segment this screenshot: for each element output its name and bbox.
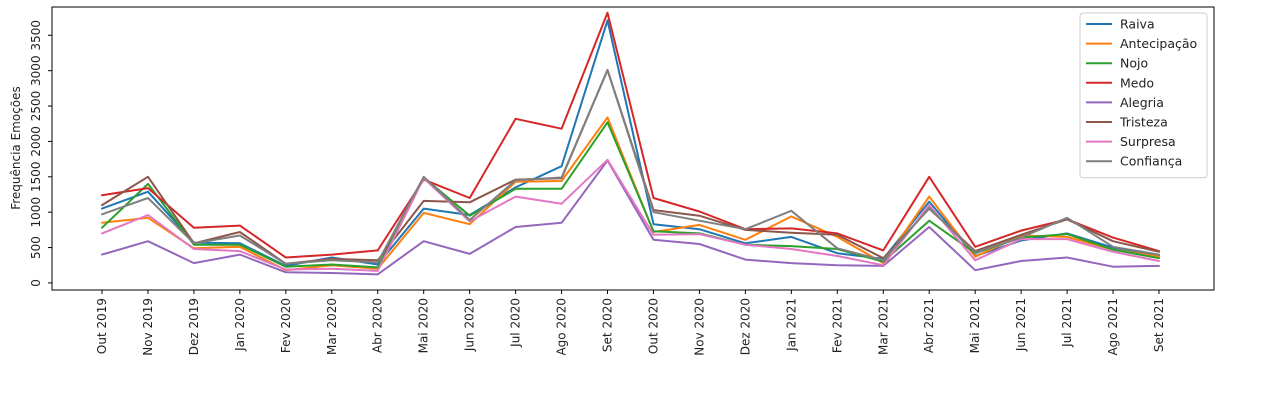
y-tick-label: 3000 — [29, 55, 43, 86]
y-tick-label: 3500 — [29, 20, 43, 51]
x-tick-label: Set 2020 — [601, 298, 615, 352]
plot-frame — [51, 6, 1215, 291]
x-tick-label: Ago 2020 — [555, 298, 569, 356]
x-tick-label: Nov 2019 — [141, 298, 155, 356]
x-tick-label: Ago 2021 — [1106, 298, 1120, 356]
legend-entry: Confiança — [1120, 154, 1182, 169]
x-tick-label: Dez 2020 — [738, 298, 752, 355]
series-line-3 — [101, 11, 1160, 259]
x-tick-label: Jan 2021 — [784, 298, 798, 352]
x-tick-label: Mar 2021 — [876, 298, 890, 355]
x-tick-label: Jul 2021 — [1060, 298, 1074, 348]
y-tick-label: 1500 — [29, 162, 43, 193]
x-tick-label: Dez 2019 — [187, 298, 201, 355]
series-line-4 — [101, 159, 1160, 276]
y-axis-label: Frequência Emoções — [9, 86, 23, 210]
x-tick-label: Jan 2020 — [233, 298, 247, 352]
legend: Raiva Antecipação Nojo Medo Alegria Tristeza S… — [1079, 12, 1208, 179]
x-tick-label: Jun 2020 — [463, 298, 477, 352]
y-tick-label: 2500 — [29, 91, 43, 122]
y-tick-label: 2000 — [29, 126, 43, 157]
x-tick-label: Fev 2021 — [830, 298, 844, 353]
x-tick-label: Out 2020 — [647, 298, 661, 354]
x-tick-label: Fev 2020 — [279, 298, 293, 353]
x-tick-label: Abr 2021 — [922, 298, 936, 353]
legend-entry: Antecipação — [1120, 36, 1197, 51]
x-tick-label: Jul 2020 — [509, 298, 523, 348]
legend-entry: Alegria — [1120, 95, 1164, 110]
y-axis: 0 500 1000 1500 2000 2500 3000 3500 — [29, 20, 52, 287]
x-tick-label: Mar 2020 — [325, 298, 339, 355]
legend-entry: Surpresa — [1120, 134, 1176, 149]
legend-box — [1079, 12, 1208, 179]
x-tick-label: Jun 2021 — [1014, 298, 1028, 352]
x-tick-label: Mai 2020 — [417, 298, 431, 353]
legend-entry: Tristeza — [1119, 115, 1168, 130]
series-line-7 — [101, 69, 1160, 265]
legend-entry: Raiva — [1120, 17, 1155, 32]
x-axis: Out 2019 Nov 2019 Dez 2019 Jan 2020 Fev 2020… — [95, 290, 1166, 356]
x-tick-label: Nov 2020 — [692, 298, 706, 356]
y-tick-label: 1000 — [29, 197, 43, 228]
y-tick-label: 0 — [29, 279, 43, 287]
series-line-6 — [101, 158, 1160, 272]
series-line-5 — [101, 69, 1160, 265]
plot-lines — [101, 11, 1160, 276]
x-tick-label: Set 2021 — [1152, 298, 1166, 352]
legend-entry: Nojo — [1120, 56, 1148, 71]
x-tick-label: Abr 2020 — [371, 298, 385, 353]
x-tick-label: Mai 2021 — [968, 298, 982, 353]
x-tick-label: Out 2019 — [95, 298, 109, 354]
y-tick-label: 500 — [29, 236, 43, 259]
legend-entry: Medo — [1120, 75, 1154, 90]
